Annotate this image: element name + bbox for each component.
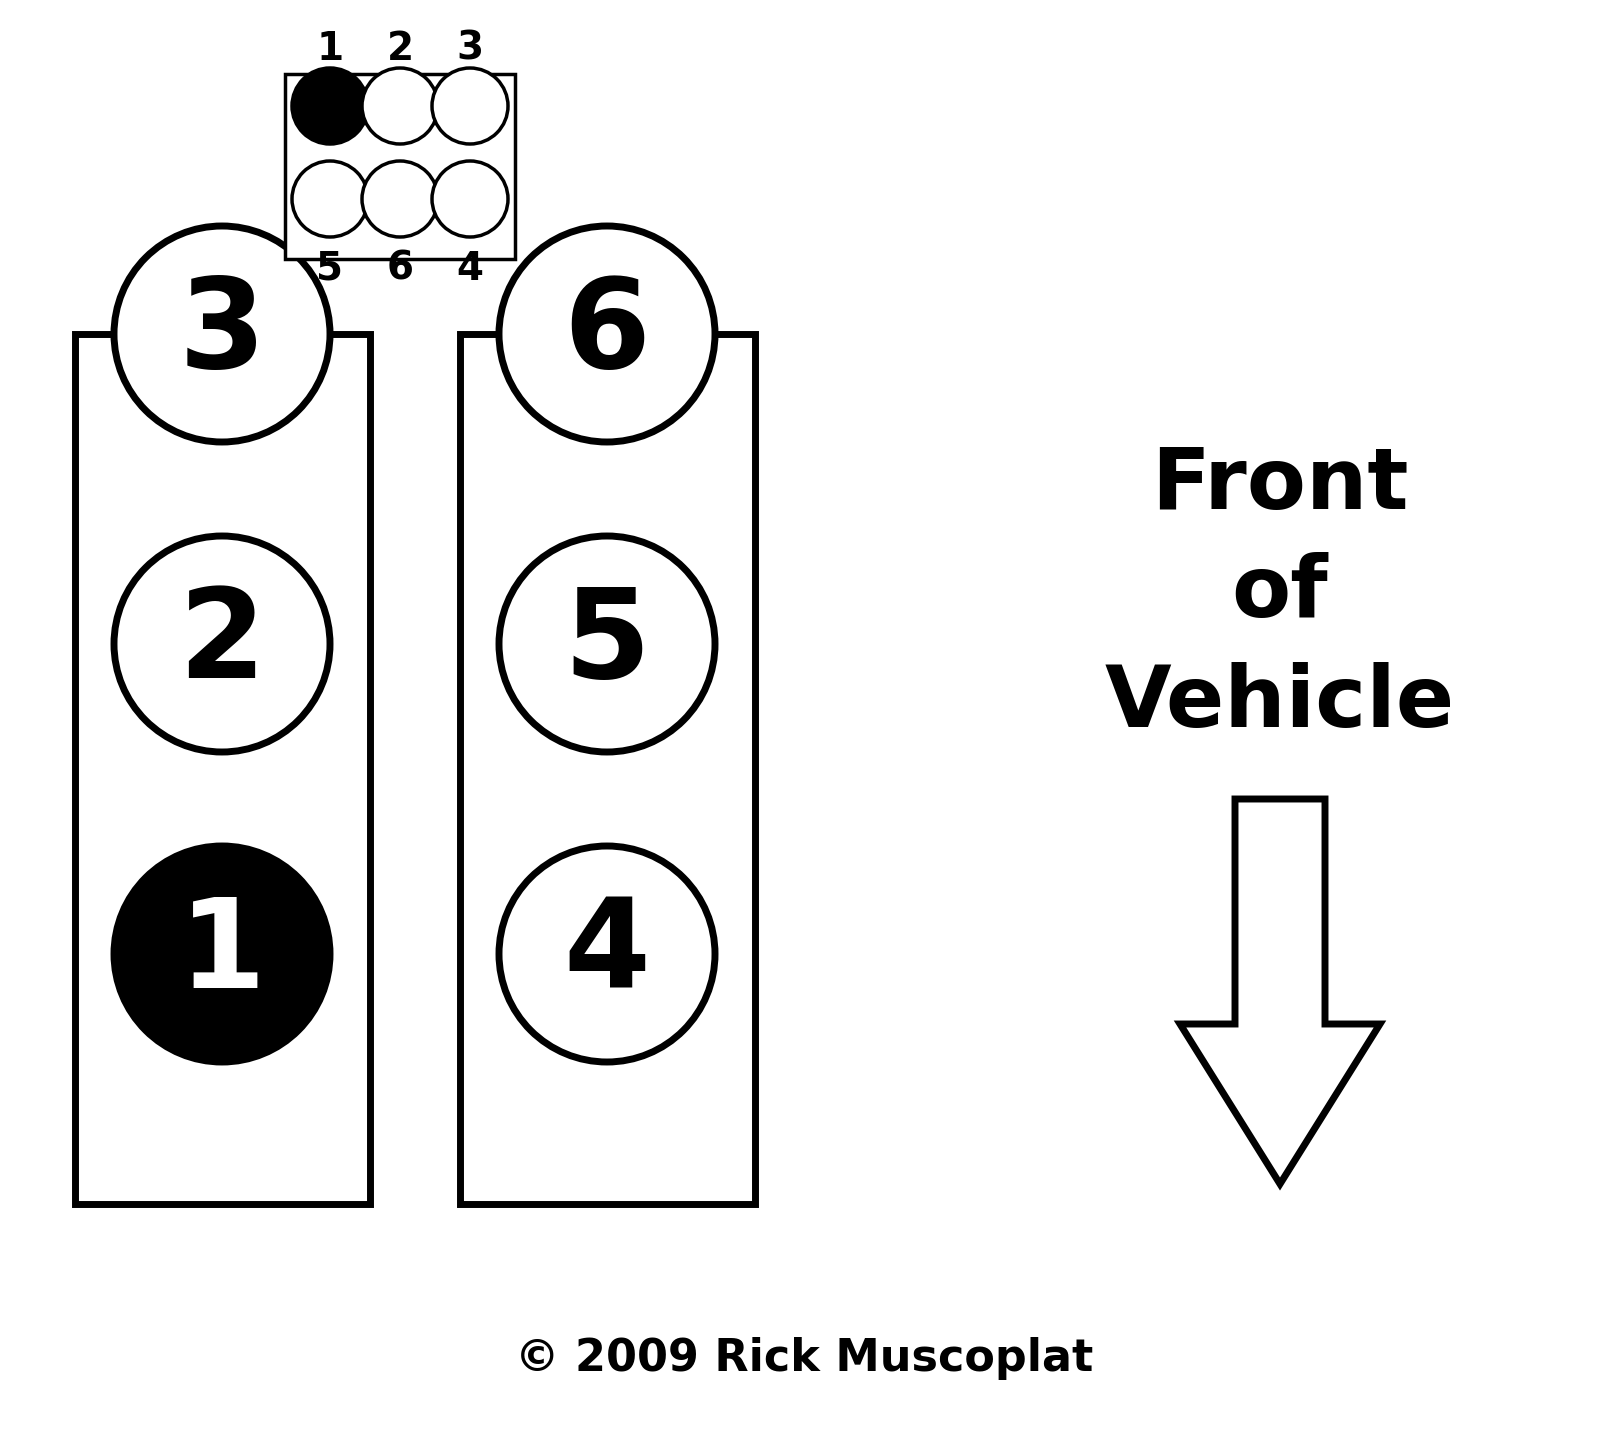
Polygon shape [1179, 800, 1381, 1184]
Text: 3: 3 [179, 273, 265, 394]
Circle shape [114, 846, 330, 1061]
Text: 1: 1 [317, 31, 344, 68]
Text: 5: 5 [317, 250, 343, 288]
Text: © 2009 Rick Muscoplat: © 2009 Rick Muscoplat [515, 1338, 1093, 1380]
Circle shape [291, 68, 368, 144]
Circle shape [362, 161, 438, 237]
Circle shape [499, 846, 714, 1061]
Circle shape [431, 68, 508, 144]
Text: 2: 2 [179, 583, 265, 705]
Circle shape [291, 161, 368, 237]
Text: 5: 5 [563, 583, 650, 705]
Circle shape [114, 225, 330, 442]
Bar [460, 334, 755, 1204]
Circle shape [114, 537, 330, 752]
Circle shape [499, 225, 714, 442]
Text: 2: 2 [386, 31, 414, 68]
Text: 1: 1 [179, 894, 265, 1015]
Text: 3: 3 [457, 31, 484, 68]
Circle shape [431, 161, 508, 237]
Bar [76, 334, 370, 1204]
Text: Front
of
Vehicle: Front of Vehicle [1105, 443, 1455, 744]
Text: 4: 4 [457, 250, 483, 288]
Circle shape [362, 68, 438, 144]
Bar [285, 74, 515, 259]
Circle shape [499, 537, 714, 752]
Text: 4: 4 [563, 894, 650, 1015]
Text: 6: 6 [563, 273, 650, 394]
Text: 6: 6 [386, 250, 414, 288]
